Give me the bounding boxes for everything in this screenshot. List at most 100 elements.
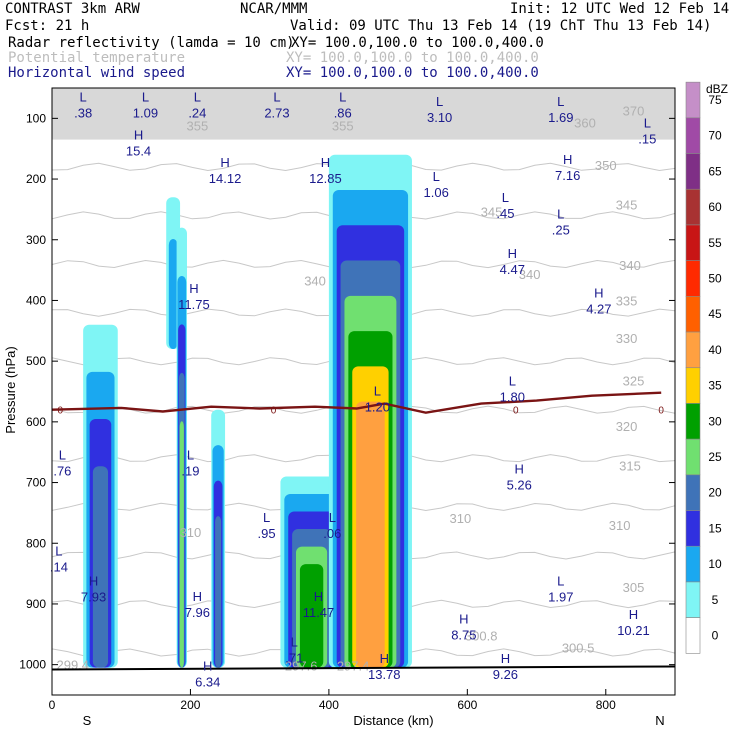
wind-low-marker: L <box>291 634 298 649</box>
wind-extremum-value: .15 <box>638 131 656 146</box>
theta-dense-band <box>52 88 675 140</box>
wind-extremum-value: 1.97 <box>548 590 573 605</box>
wind-extremum-value: 5.26 <box>507 477 532 492</box>
reflectivity-cell-5-band-40 <box>356 401 385 668</box>
wind-extremum-value: 14.12 <box>209 171 242 186</box>
theta-label: 335 <box>616 293 638 308</box>
wind-low-marker: L <box>436 94 443 109</box>
wind-low-marker: L <box>142 89 149 104</box>
y-tick-label: 900 <box>26 597 46 611</box>
field-theta-name: Potential temperature <box>8 50 186 66</box>
wind-extremum-value: 11.75 <box>178 297 210 312</box>
theta-label: 370 <box>623 103 645 118</box>
ground-line <box>51 665 676 671</box>
freezing-level-label: 0 <box>58 406 64 417</box>
y-tick-label: 600 <box>26 415 46 429</box>
y-axis-label: Pressure (hPa) <box>3 346 18 433</box>
reflectivity-cell-0-band-20 <box>92 466 109 668</box>
theta-label: 300.5 <box>562 641 595 656</box>
freezing-level-label: 0 <box>658 406 664 417</box>
colorbar-unit: dBZ <box>706 82 728 96</box>
wind-high-marker: H <box>380 651 389 666</box>
wind-extremum-value: 1.80 <box>500 389 525 404</box>
wind-extremum-value: .38 <box>74 105 92 120</box>
colorbar-swatch-45 <box>685 296 701 333</box>
colorbar-swatch-30 <box>685 403 701 440</box>
wind-high-marker: H <box>189 281 198 296</box>
freezing-level-line <box>51 391 662 414</box>
colorbar-swatch-50 <box>685 260 701 297</box>
wind-extremum-value: 10.21 <box>617 623 650 638</box>
colorbar-label: 15 <box>708 521 722 535</box>
wind-extremum-value: .71 <box>285 650 303 665</box>
wind-extremum-value: 1.06 <box>424 185 449 200</box>
colorbar-swatch-40 <box>685 331 701 369</box>
freezing-level-label: 0 <box>271 406 277 417</box>
theta-label: 360 <box>574 115 596 130</box>
y-tick-label: 500 <box>26 354 46 368</box>
wind-extremum-value: .06 <box>323 526 341 541</box>
wind-high-marker: H <box>629 607 638 622</box>
colorbar-label: 75 <box>708 93 722 107</box>
colorbar-label: 0 <box>712 629 719 643</box>
theta-label: 297.6 <box>285 659 318 674</box>
theta-label: 355 <box>187 118 209 133</box>
colorbar-label: 20 <box>708 486 722 500</box>
colorbar-swatch-0 <box>685 617 701 654</box>
x-end-label-north: N <box>655 713 664 728</box>
colorbar-swatch-15 <box>685 510 701 547</box>
wind-low-marker: L <box>55 543 62 558</box>
wind-extremum-value: 3.10 <box>427 110 452 125</box>
theta-label: 340 <box>519 267 541 282</box>
theta-label: 305 <box>623 580 645 595</box>
wind-extremum-value: 6.34 <box>195 675 220 690</box>
field-wind-xy: XY= 100.0,100.0 to 100.0,400.0 <box>286 65 539 81</box>
theta-label: 315 <box>619 458 641 473</box>
colorbar-swatch-35 <box>685 367 701 404</box>
reflectivity-cell-4-band-30 <box>299 564 324 668</box>
x-axis-label: Distance (km) <box>353 713 433 728</box>
wind-extremum-value: .45 <box>496 206 514 221</box>
theta-label: 345 <box>481 205 503 220</box>
theta-label: 340 <box>304 273 326 288</box>
colorbar-swatch-25 <box>685 438 701 476</box>
y-tick-label: 400 <box>26 293 46 307</box>
y-tick-label: 700 <box>26 476 46 490</box>
wind-low-marker: L <box>263 510 270 525</box>
wind-extremum-value: 7.16 <box>555 168 580 183</box>
wind-high-marker: H <box>134 128 143 143</box>
wind-extremum-value: 1.69 <box>548 110 573 125</box>
colorbar-swatch-5 <box>685 581 701 618</box>
field-reflectivity-xy: XY= 100.0,100.0 to 100.0,400.0 <box>291 35 544 51</box>
theta-label: 355 <box>332 118 354 133</box>
wind-low-marker: L <box>433 169 440 184</box>
wind-extremum-value: .95 <box>258 526 276 541</box>
wind-low-marker: L <box>557 574 564 589</box>
colorbar-swatch-75 <box>685 81 701 119</box>
wind-low-marker: L <box>509 373 516 388</box>
theta-label: 330 <box>616 331 638 346</box>
wind-extremum-value: .76 <box>53 463 71 478</box>
colorbar-label: 50 <box>708 272 722 286</box>
theta-label: 300.8 <box>465 628 498 643</box>
wind-extremum-value: 1.20 <box>365 400 390 415</box>
y-tick-label: 1000 <box>19 658 46 672</box>
wind-extremum-value: 11.47 <box>303 605 335 620</box>
colorbar-label: 70 <box>708 129 722 143</box>
wind-extremum-value: 15.4 <box>126 144 151 159</box>
wind-extremum-value: 4.47 <box>500 262 525 277</box>
theta-label: 320 <box>616 419 638 434</box>
colorbar-label: 5 <box>712 593 719 607</box>
wind-extremum-value: 4.27 <box>586 301 611 316</box>
wind-extremum-value: 7.93 <box>81 590 106 605</box>
colorbar-label: 60 <box>708 200 722 214</box>
colorbar-label: 10 <box>708 557 722 571</box>
wind-high-marker: H <box>203 659 212 674</box>
wind-extremum-value: 7.96 <box>185 605 210 620</box>
wind-low-marker: L <box>339 89 346 104</box>
wind-extremum-value: 2.73 <box>264 105 289 120</box>
theta-label: 310 <box>609 518 631 533</box>
wind-low-marker: L <box>194 89 201 104</box>
x-tick-label: 400 <box>319 698 339 712</box>
reflectivity-cell-2-band-25 <box>179 421 184 668</box>
